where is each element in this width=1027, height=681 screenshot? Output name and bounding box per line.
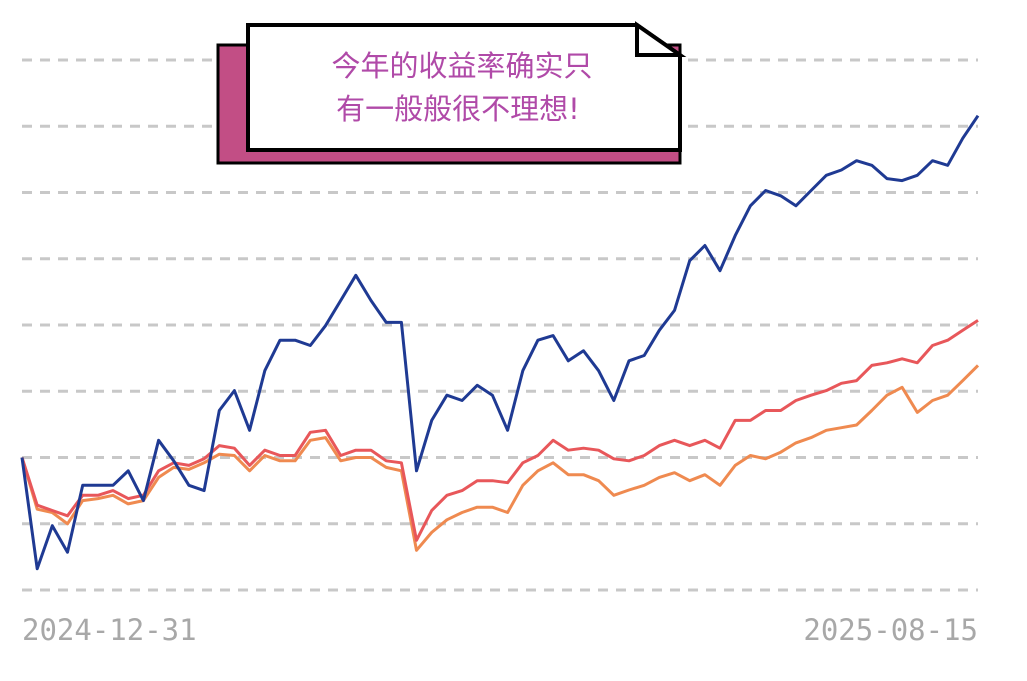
series-line bbox=[20, 114, 980, 571]
annotation-line: 今年的收益率确实只 bbox=[331, 49, 592, 83]
series-line bbox=[20, 319, 979, 542]
callout: 今年的收益率确实只 有一般般很不理想! bbox=[216, 21, 687, 165]
x-tick-label: 2025-08-15 bbox=[803, 613, 978, 647]
callout-fold bbox=[635, 21, 687, 57]
callout-box bbox=[246, 23, 682, 152]
x-tick-label: 2024-12-31 bbox=[22, 613, 197, 647]
x-axis: 2024-12-31 2025-08-15 bbox=[22, 613, 978, 647]
series-line bbox=[20, 364, 980, 552]
lines bbox=[20, 114, 980, 571]
annotation-line: 有一般般很不理想! bbox=[336, 92, 580, 126]
